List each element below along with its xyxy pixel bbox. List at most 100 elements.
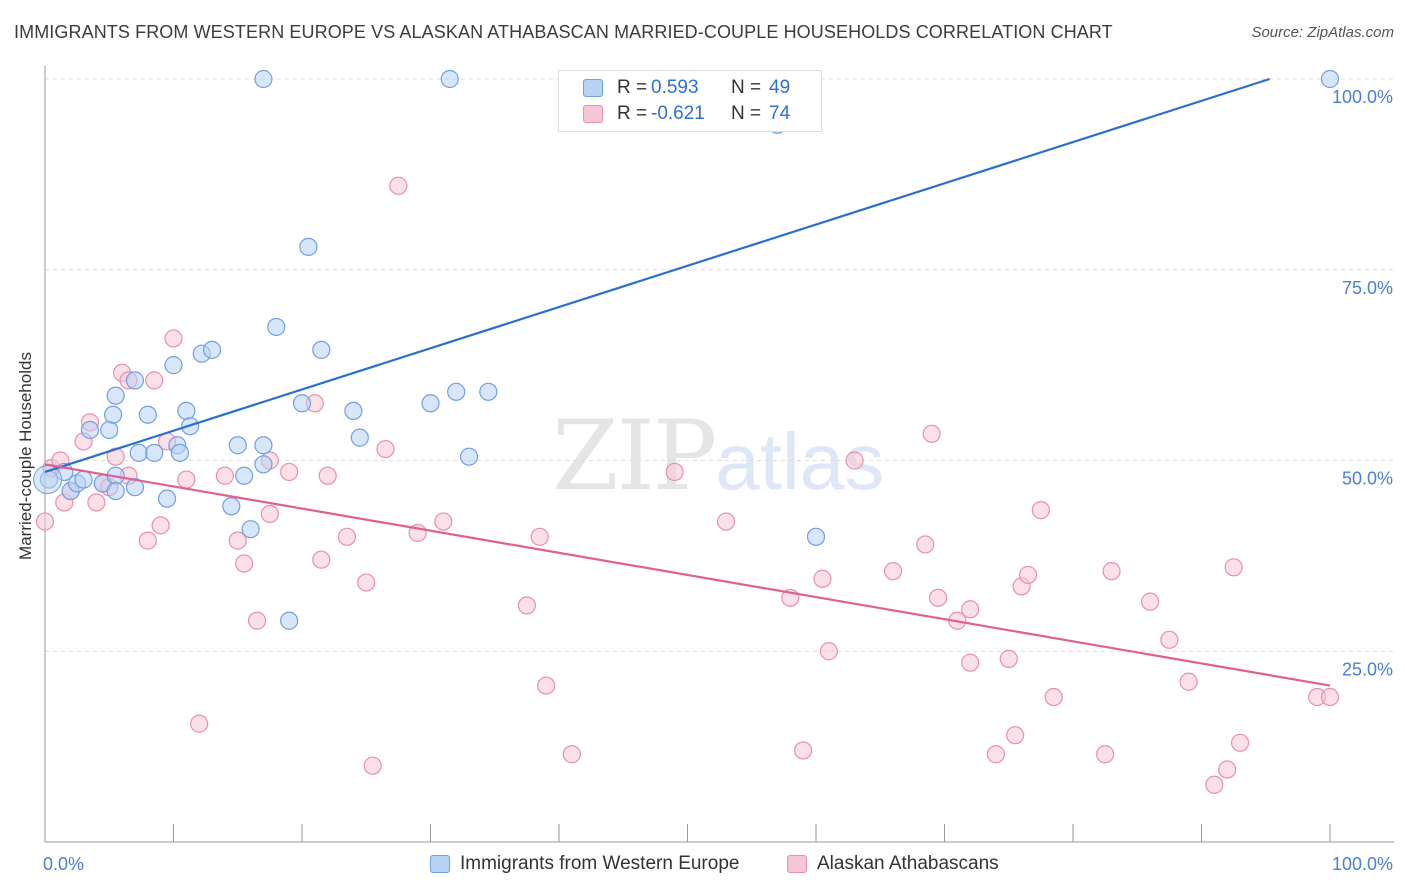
data-point-athabascan: [530, 527, 549, 546]
data-point-athabascan: [819, 642, 838, 661]
data-point-athabascan: [434, 512, 453, 531]
data-point-athabascan: [1018, 565, 1038, 585]
data-point-western-europe: [228, 436, 247, 455]
data-point-athabascan: [716, 512, 736, 531]
data-point-athabascan: [1096, 745, 1115, 764]
bottom-legend-label: Alaskan Athabascans: [817, 853, 999, 874]
data-point-athabascan: [961, 600, 980, 619]
data-point-western-europe: [138, 405, 157, 424]
legend-n-label: N =: [731, 103, 762, 124]
data-point-western-europe: [292, 394, 312, 413]
data-point-athabascan: [280, 462, 299, 482]
legend-n-label: N =: [731, 77, 762, 98]
data-point-athabascan: [562, 745, 581, 764]
data-point-athabascan: [1320, 687, 1340, 707]
data-point-western-europe: [350, 428, 369, 447]
data-point-athabascan: [260, 504, 279, 524]
data-point-athabascan: [928, 588, 948, 607]
data-point-western-europe: [100, 420, 119, 440]
legend-row-athabascans: R = -0.621 N = 74: [583, 102, 790, 126]
bottom-legend-western-europe: Immigrants from Western Europe: [430, 852, 739, 876]
data-point-athabascan: [247, 611, 267, 630]
data-point-western-europe: [447, 382, 466, 401]
data-point-athabascan: [845, 451, 864, 470]
data-point-western-europe: [74, 470, 93, 489]
data-point-western-europe: [267, 317, 286, 337]
data-point-athabascan: [813, 569, 832, 588]
data-point-athabascan: [883, 562, 903, 581]
data-point-athabascan: [164, 329, 183, 348]
data-point-athabascan: [177, 470, 196, 489]
data-point-western-europe: [104, 405, 123, 424]
data-point-western-europe: [344, 401, 363, 421]
y-tick-label: 100.0%: [1332, 87, 1393, 107]
trend-line-western-europe: [44, 77, 1270, 473]
data-point-athabascan: [389, 176, 408, 195]
data-point-western-europe: [170, 443, 190, 462]
source-label: Source: ZipAtlas.com: [1251, 24, 1394, 41]
chart-title: IMMIGRANTS FROM WESTERN EUROPE VS ALASKA…: [14, 22, 1113, 42]
data-point-western-europe: [299, 237, 318, 256]
y-tick-label: 50.0%: [1342, 469, 1393, 489]
legend-swatch-blue: [583, 79, 603, 97]
data-point-athabascan: [215, 466, 234, 485]
legend-swatch-pink: [583, 105, 603, 123]
data-point-athabascan: [145, 371, 164, 390]
data-point-western-europe: [421, 394, 440, 413]
data-point-western-europe: [280, 611, 299, 630]
legend-n-value: 74: [769, 103, 791, 124]
data-point-western-europe: [235, 466, 254, 485]
data-point-western-europe: [145, 443, 164, 462]
data-point-western-europe: [164, 356, 183, 375]
data-point-athabascan: [986, 745, 1006, 764]
data-point-western-europe: [125, 371, 145, 390]
data-point-western-europe: [312, 340, 331, 359]
data-point-western-europe: [106, 386, 125, 405]
legend-row-western-europe: R = 0.593 N = 49: [583, 76, 790, 100]
bottom-legend-label: Immigrants from Western Europe: [460, 853, 740, 874]
data-point-western-europe: [479, 382, 498, 401]
bottom-legend-swatch-pink: [787, 855, 807, 873]
trend-line-athabascan: [44, 463, 1331, 687]
data-point-athabascan: [1224, 558, 1243, 577]
data-point-athabascan: [228, 531, 247, 550]
data-point-athabascan: [312, 550, 331, 569]
legend-n-value: 49: [769, 77, 791, 98]
bottom-legend-swatch-blue: [430, 855, 450, 873]
data-point-athabascan: [190, 714, 209, 733]
data-point-cluster: [33, 465, 63, 495]
bottom-legend-athabascans: Alaskan Athabascans: [787, 852, 999, 876]
data-point-western-europe: [241, 520, 260, 539]
data-point-western-europe: [1320, 69, 1340, 89]
data-point-athabascan: [1160, 630, 1179, 649]
data-point-athabascan: [1205, 775, 1224, 794]
data-point-athabascan: [665, 462, 684, 482]
data-point-western-europe: [177, 401, 196, 421]
data-point-athabascan: [999, 649, 1018, 668]
data-point-athabascan: [1230, 733, 1250, 752]
data-point-athabascan: [922, 424, 941, 443]
data-point-western-europe: [254, 69, 273, 89]
data-point-athabascan: [337, 527, 357, 546]
data-point-athabascan: [537, 676, 556, 695]
data-point-athabascan: [151, 516, 170, 535]
data-point-athabascan: [357, 573, 376, 592]
data-point-western-europe: [80, 420, 100, 440]
data-point-athabascan: [1102, 562, 1121, 581]
data-point-western-europe: [202, 340, 222, 359]
data-point-athabascan: [1031, 500, 1050, 520]
data-point-athabascan: [961, 653, 980, 672]
x-tick-label: 0.0%: [43, 854, 84, 874]
data-point-athabascan: [318, 466, 337, 485]
data-point-athabascan: [363, 756, 382, 775]
data-point-athabascan: [517, 596, 536, 615]
data-point-athabascan: [87, 493, 106, 512]
legend-r-label: R =: [617, 77, 648, 98]
stats-legend: R = 0.593 N = 49 R = -0.621 N = 74: [558, 70, 822, 132]
y-axis-label: Married-couple Households: [16, 352, 35, 560]
data-point-western-europe: [222, 497, 241, 516]
data-point-western-europe: [806, 527, 826, 546]
data-point-athabascan: [1140, 592, 1160, 611]
data-point-athabascan: [1179, 672, 1198, 691]
